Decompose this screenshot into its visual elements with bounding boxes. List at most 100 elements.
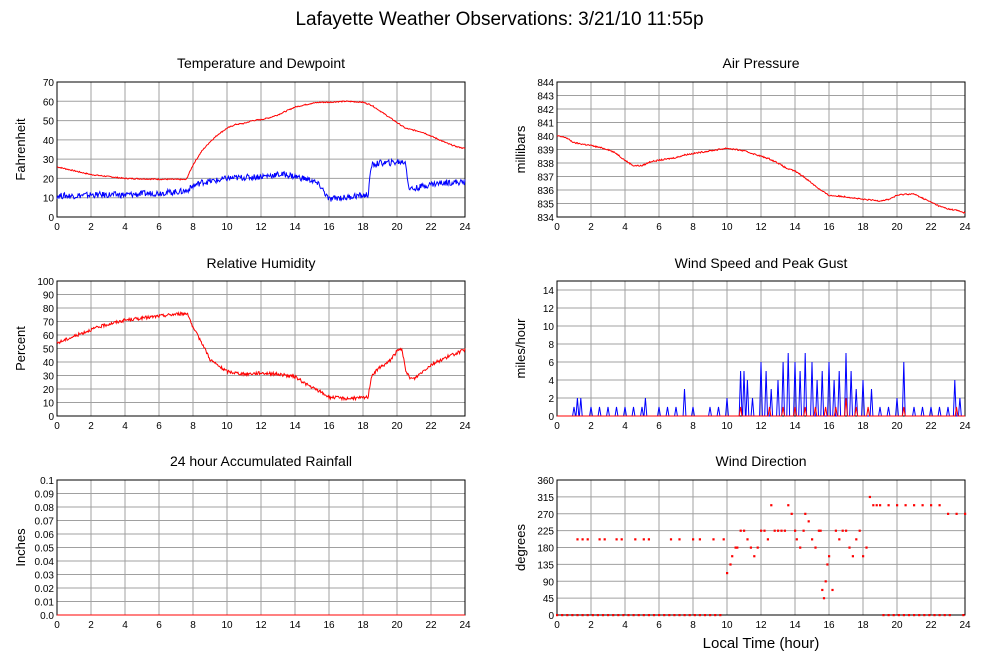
pressure-x-tick-label: 8	[690, 222, 696, 233]
direction-point	[887, 504, 890, 507]
rain-x-tick-label: 18	[357, 620, 369, 631]
humidity-x-tick-label: 6	[156, 421, 162, 432]
temp-x-tick-label: 6	[156, 222, 162, 233]
rain-x-tick-label: 22	[425, 620, 437, 631]
direction-point	[678, 614, 681, 617]
direction-point	[930, 504, 933, 507]
direction-point	[637, 614, 640, 617]
direction-point	[734, 546, 737, 549]
direction-point	[692, 538, 695, 541]
humidity-y-tick-label: 90	[43, 291, 55, 302]
temp-x-tick-label: 2	[88, 222, 94, 233]
pressure-x-tick-label: 12	[755, 222, 767, 233]
temp-series-line	[56, 157, 466, 202]
wind-y-tick-label: 8	[548, 340, 554, 351]
direction-point	[814, 546, 817, 549]
direction-x-tick-label: 24	[959, 620, 971, 631]
direction-point	[855, 538, 858, 541]
direction-frame	[556, 479, 966, 616]
direction-point	[663, 614, 666, 617]
humidity-x-tick-label: 8	[190, 421, 196, 432]
pressure-y-tick-label: 842	[537, 105, 554, 116]
pressure-x-tick-label: 20	[891, 222, 903, 233]
wind-y-tick-label: 0	[548, 412, 554, 423]
direction-point	[807, 520, 810, 523]
direction-point	[879, 504, 882, 507]
humidity-x-tick-label: 10	[221, 421, 233, 432]
humidity-x-tick-label: 14	[289, 421, 301, 432]
direction-point	[714, 614, 717, 617]
direction-point	[858, 529, 861, 532]
pressure-y-tick-label: 841	[537, 119, 554, 130]
direction-point	[673, 614, 676, 617]
direction-point	[622, 614, 625, 617]
direction-point	[612, 614, 615, 617]
direction-point	[591, 614, 594, 617]
direction-point	[841, 529, 844, 532]
direction-point	[668, 614, 671, 617]
rain-y-tick-label: 0.0	[40, 611, 54, 622]
direction-x-tick-label: 4	[622, 620, 628, 631]
pressure-x-tick-label: 6	[656, 222, 662, 233]
direction-point	[904, 504, 907, 507]
wind-x-tick-label: 4	[622, 421, 628, 432]
direction-x-tick-label: 8	[690, 620, 696, 631]
rain-y-tick-label: 0.07	[35, 517, 55, 528]
pressure-y-tick-label: 839	[537, 146, 554, 157]
rain-x-tick-label: 14	[289, 620, 301, 631]
direction-point	[851, 555, 854, 558]
direction-point	[928, 614, 931, 617]
rain-x-tick-label: 0	[54, 620, 60, 631]
direction-point	[566, 614, 569, 617]
direction-point	[955, 512, 958, 515]
direction-point	[683, 614, 686, 617]
direction-x-tick-label: 16	[823, 620, 835, 631]
direction-point	[831, 588, 834, 592]
temp-series-line	[57, 100, 466, 181]
humidity-x-tick-label: 2	[88, 421, 94, 432]
direction-point	[607, 614, 610, 617]
direction-x-tick-label: 22	[925, 620, 937, 631]
pressure-y-axis-label: millibars	[513, 125, 528, 173]
direction-point	[642, 538, 645, 541]
temp-x-tick-label: 0	[54, 222, 60, 233]
direction-point	[753, 555, 756, 558]
direction-point	[773, 529, 776, 532]
temp-x-tick-label: 24	[459, 222, 471, 233]
direction-point	[760, 529, 763, 532]
wind-y-tick-label: 10	[543, 322, 555, 333]
wind-x-tick-label: 0	[554, 421, 560, 432]
direction-point	[799, 546, 802, 549]
direction-point	[872, 504, 875, 507]
temp-title: Temperature and Dewpoint	[177, 55, 345, 71]
rain-y-tick-label: 0.01	[35, 598, 55, 609]
humidity-y-tick-label: 10	[43, 399, 55, 410]
direction-point	[938, 614, 941, 617]
wind-x-tick-label: 16	[823, 421, 835, 432]
direction-point	[703, 614, 707, 617]
humidity-y-tick-label: 40	[43, 358, 55, 369]
pressure-x-tick-label: 22	[925, 222, 937, 233]
direction-point	[913, 504, 916, 507]
direction-point	[845, 529, 848, 532]
direction-point	[749, 546, 752, 549]
direction-point	[586, 614, 589, 617]
temp-x-tick-label: 18	[357, 222, 369, 233]
direction-point	[556, 614, 559, 617]
pressure-y-tick-label: 837	[537, 173, 554, 184]
pressure-x-tick-label: 18	[857, 222, 869, 233]
direction-point	[918, 614, 921, 617]
direction-point	[811, 538, 814, 541]
direction-point	[907, 614, 911, 617]
rain-y-tick-label: 0.08	[35, 503, 55, 514]
direction-point	[896, 504, 899, 507]
direction-point	[913, 614, 916, 617]
pressure-x-tick-label: 0	[554, 222, 560, 233]
direction-point	[897, 614, 900, 617]
humidity-y-tick-label: 60	[43, 331, 55, 342]
direction-point	[819, 529, 822, 532]
direction-point	[688, 614, 691, 617]
direction-point	[875, 504, 878, 507]
